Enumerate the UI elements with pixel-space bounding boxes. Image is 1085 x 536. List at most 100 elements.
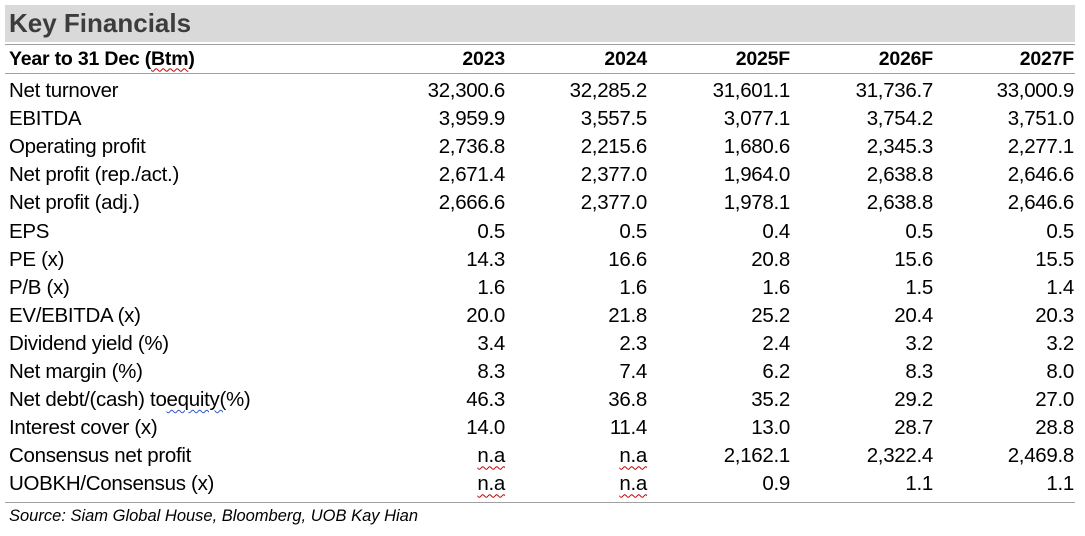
table-cell: 2,162.1 — [723, 442, 791, 470]
row-label: P/B (x) — [9, 275, 70, 299]
table-cell: 1,978.1 — [724, 189, 791, 217]
title-bar: Key Financials — [5, 5, 1075, 42]
table-cell: 2.3 — [619, 330, 647, 358]
table-cell: 2,277.1 — [1007, 133, 1075, 161]
table-cell: 2,215.6 — [581, 133, 648, 161]
cell-value: 2,638.8 — [866, 163, 934, 187]
table-cell: n.a — [619, 442, 647, 470]
row-label: Operating profit — [9, 135, 146, 159]
cell-value: 27.0 — [1035, 388, 1074, 412]
row-label: Net profit (rep./act.) — [9, 163, 179, 187]
cell-value: 8.0 — [1046, 360, 1074, 383]
table-cell: 0.9 — [762, 470, 790, 498]
cell-value: 0.9 — [762, 472, 790, 496]
table-cell: 2.4 — [762, 330, 790, 358]
table-row: Interest cover (x) 14.0 11.4 13.0 28.7 28.8 — [5, 414, 1075, 442]
table-row: PE (x) 14.3 16.6 20.8 15.6 15.5 — [5, 246, 1075, 274]
table-cell: 6.2 — [762, 358, 790, 386]
cell-value: 1.5 — [905, 275, 933, 299]
table-cell: 2,469.8 — [1008, 442, 1075, 470]
cell-value: 33,000.9 — [996, 79, 1075, 102]
table-cell: 7.4 — [619, 358, 647, 386]
cell-value: 3,959.9 — [438, 107, 506, 131]
cell-value: 2,646.6 — [1007, 163, 1075, 187]
table-cell: 33,000.9 — [996, 77, 1075, 105]
cell-value: 35.2 — [751, 388, 790, 412]
table-cell: n.a — [477, 442, 505, 470]
table-cell: 1.4 — [1046, 274, 1074, 302]
table-header: Year to 31 Dec (Btm) 2023 2024 2025F 202… — [5, 44, 1075, 74]
header-label-pre: Year to 31 Dec ( — [9, 47, 152, 70]
table-cell: 3.4 — [477, 330, 505, 358]
cell-value: 11.4 — [609, 416, 647, 440]
table-cell: 32,300.6 — [427, 77, 506, 105]
table-row: UOBKH/Consensus (x) n.a n.a 0.9 1.1 1.1 — [5, 470, 1075, 498]
table-row: Net margin (%) 8.3 7.4 6.2 8.3 8.0 — [5, 358, 1075, 386]
cell-value: 20.3 — [1035, 303, 1074, 327]
table-cell: 31,601.1 — [713, 77, 791, 105]
table-row: EV/EBITDA (x) 20.0 21.8 25.2 20.4 20.3 — [5, 302, 1075, 330]
cell-value: 25.2 — [751, 303, 790, 327]
table-cell: 16.6 — [608, 246, 647, 274]
year-header-2025f: 2025F — [735, 47, 790, 70]
cell-value: 1.4 — [1046, 275, 1074, 299]
table-cell: 3,754.2 — [866, 105, 934, 133]
cell-value: 16.6 — [608, 247, 647, 271]
table-cell: 3,077.1 — [724, 105, 791, 133]
table-cell: 3.2 — [905, 330, 933, 358]
table-cell: 1,680.6 — [723, 133, 791, 161]
cell-value: 1.6 — [762, 275, 790, 299]
row-label: UOBKH/Consensus (x) — [9, 472, 215, 496]
cell-value: 28.7 — [894, 416, 933, 440]
table-cell: 29.2 — [894, 386, 933, 414]
cell-value: 46.3 — [466, 388, 505, 412]
table-row: EPS 0.5 0.5 0.4 0.5 0.5 — [5, 218, 1075, 246]
table-row: EBITDA 3,959.9 3,557.5 3,077.1 3,754.2 3,751.… — [5, 105, 1075, 133]
row-label: EV/EBITDA (x) — [9, 303, 141, 327]
table-cell: 1,964.0 — [724, 161, 791, 189]
row-label: Net debt/(cash) to equity(%) — [9, 386, 251, 414]
row-label: Consensus net profit — [9, 444, 192, 468]
table-cell: 3,751.0 — [1008, 105, 1075, 133]
cell-value: n.a — [619, 472, 647, 496]
table-cell: 11.4 — [610, 414, 647, 442]
cell-value: 1,680.6 — [723, 135, 791, 159]
header-label-post: ) — [188, 47, 195, 70]
header-label-mark: Btm — [151, 47, 189, 70]
page-title: Key Financials — [9, 8, 192, 38]
cell-value: 13.0 — [751, 416, 790, 440]
cell-value: 28.8 — [1035, 416, 1074, 440]
cell-value: 2,162.1 — [723, 444, 791, 468]
cell-value: 32,285.2 — [569, 79, 648, 102]
table-cell: 0.5 — [905, 218, 933, 246]
table-cell: 1.1 — [905, 470, 933, 498]
table-cell: 2,671.4 — [439, 161, 506, 189]
table-row: P/B (x) 1.6 1.6 1.6 1.5 1.4 — [5, 274, 1075, 302]
table-cell: 3,959.9 — [438, 105, 506, 133]
row-label: PE (x) — [9, 247, 65, 271]
cell-value: 20.0 — [466, 303, 505, 327]
cell-value: 2,277.1 — [1007, 135, 1075, 159]
table-cell: 2,638.8 — [866, 161, 934, 189]
table-cell: 0.5 — [477, 218, 505, 246]
table-row: Net turnover 32,300.6 32,285.2 31,601.1 31,7… — [5, 77, 1075, 105]
table-cell: 36.8 — [608, 386, 647, 414]
row-label: EPS — [9, 219, 50, 243]
cell-value: 6.2 — [762, 360, 790, 383]
cell-value: 31,736.7 — [855, 79, 934, 102]
cell-value: 0.5 — [1046, 219, 1074, 243]
cell-value: 0.4 — [762, 219, 790, 243]
table-cell: 15.6 — [894, 246, 933, 274]
cell-value: 2.3 — [619, 331, 647, 355]
cell-value: 0.5 — [619, 219, 647, 243]
cell-value: 21.8 — [608, 303, 647, 327]
cell-value: 14.0 — [466, 416, 505, 440]
cell-value: 15.5 — [1035, 247, 1074, 271]
cell-value: 2,646.6 — [1007, 191, 1075, 215]
cell-value: 32,300.6 — [427, 79, 506, 102]
cell-value: 3,754.2 — [866, 107, 934, 131]
cell-value: n.a — [619, 444, 647, 468]
cell-value: n.a — [477, 472, 505, 496]
cell-value: n.a — [477, 444, 505, 468]
cell-value: 1.1 — [905, 472, 933, 496]
